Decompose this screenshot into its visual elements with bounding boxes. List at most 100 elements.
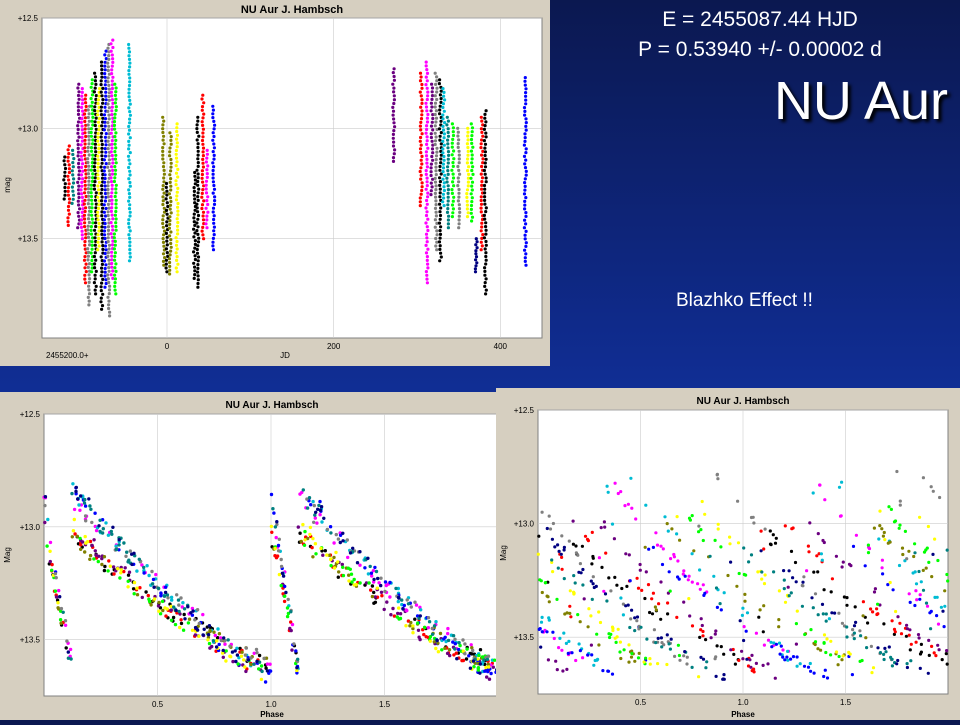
data-point xyxy=(114,86,118,90)
data-point xyxy=(76,127,80,132)
data-point xyxy=(96,120,101,124)
data-point xyxy=(442,188,446,193)
data-point xyxy=(160,599,165,604)
data-point xyxy=(127,165,131,170)
data-point xyxy=(128,65,132,69)
data-point xyxy=(257,660,262,664)
data-point xyxy=(96,165,100,169)
data-point xyxy=(561,669,565,673)
data-point xyxy=(110,261,114,266)
x-axis-label: Phase xyxy=(260,710,284,719)
data-point xyxy=(80,135,84,139)
data-point xyxy=(466,153,470,157)
data-point xyxy=(90,119,94,123)
data-point xyxy=(634,517,638,521)
data-point xyxy=(474,237,478,241)
data-point xyxy=(484,131,488,135)
data-point xyxy=(94,258,98,262)
data-point xyxy=(648,662,652,666)
data-point xyxy=(391,132,395,136)
data-point xyxy=(201,127,205,131)
data-point xyxy=(106,195,110,199)
data-point xyxy=(103,251,107,256)
data-point xyxy=(126,585,130,589)
data-point xyxy=(524,98,528,102)
data-point xyxy=(113,251,117,255)
data-point xyxy=(482,658,486,662)
data-point xyxy=(704,666,708,670)
data-point xyxy=(762,582,767,586)
data-point xyxy=(218,636,223,640)
data-point xyxy=(432,624,437,628)
data-point xyxy=(107,262,111,266)
data-point xyxy=(428,634,433,639)
data-point xyxy=(435,638,439,643)
data-point xyxy=(426,266,430,270)
data-point xyxy=(87,303,91,307)
data-point xyxy=(102,210,106,214)
data-point xyxy=(175,133,180,137)
data-point xyxy=(391,71,395,75)
data-point xyxy=(50,562,54,567)
data-point xyxy=(435,233,439,237)
data-point xyxy=(483,146,487,150)
data-point xyxy=(161,218,165,222)
data-point xyxy=(169,177,173,181)
data-point xyxy=(128,229,132,233)
data-point xyxy=(602,520,606,524)
data-point xyxy=(384,583,388,588)
data-point xyxy=(66,223,70,227)
data-point xyxy=(434,646,438,651)
data-point xyxy=(211,240,215,244)
data-point xyxy=(168,150,172,154)
data-point xyxy=(581,656,585,660)
data-point xyxy=(298,492,302,496)
data-point xyxy=(100,304,105,308)
data-point xyxy=(425,258,429,262)
data-point xyxy=(96,240,100,244)
data-point xyxy=(80,90,84,94)
data-point xyxy=(666,529,670,533)
data-point xyxy=(58,595,62,599)
data-point xyxy=(620,586,624,591)
data-point xyxy=(100,229,104,233)
data-point xyxy=(370,594,375,599)
data-point xyxy=(196,624,200,628)
data-point xyxy=(420,98,424,102)
data-point xyxy=(774,536,778,540)
data-point xyxy=(169,618,174,622)
data-point xyxy=(77,192,81,196)
data-point xyxy=(106,121,110,125)
data-point xyxy=(99,255,103,259)
data-point xyxy=(103,165,107,169)
data-point xyxy=(86,254,90,258)
data-point xyxy=(76,139,80,143)
data-point xyxy=(171,615,176,620)
data-point xyxy=(446,130,450,135)
data-point xyxy=(852,637,856,641)
data-point xyxy=(329,531,333,535)
data-point xyxy=(86,217,91,221)
data-point xyxy=(578,562,582,566)
data-point xyxy=(603,525,607,529)
data-point xyxy=(79,225,84,229)
data-point xyxy=(87,280,91,284)
data-point xyxy=(602,589,606,593)
data-point xyxy=(651,545,655,549)
data-point xyxy=(88,243,92,247)
data-point xyxy=(104,206,108,211)
data-point xyxy=(109,273,113,277)
data-point xyxy=(113,172,117,176)
data-point xyxy=(100,124,104,128)
data-point xyxy=(438,180,442,184)
data-point xyxy=(302,543,307,547)
data-point xyxy=(478,662,482,666)
data-point xyxy=(431,158,435,162)
data-point xyxy=(162,229,167,233)
data-point xyxy=(762,604,766,608)
data-point xyxy=(211,244,215,248)
data-point xyxy=(524,169,528,173)
data-point xyxy=(438,195,442,199)
data-point xyxy=(524,158,528,162)
data-point xyxy=(372,590,376,595)
